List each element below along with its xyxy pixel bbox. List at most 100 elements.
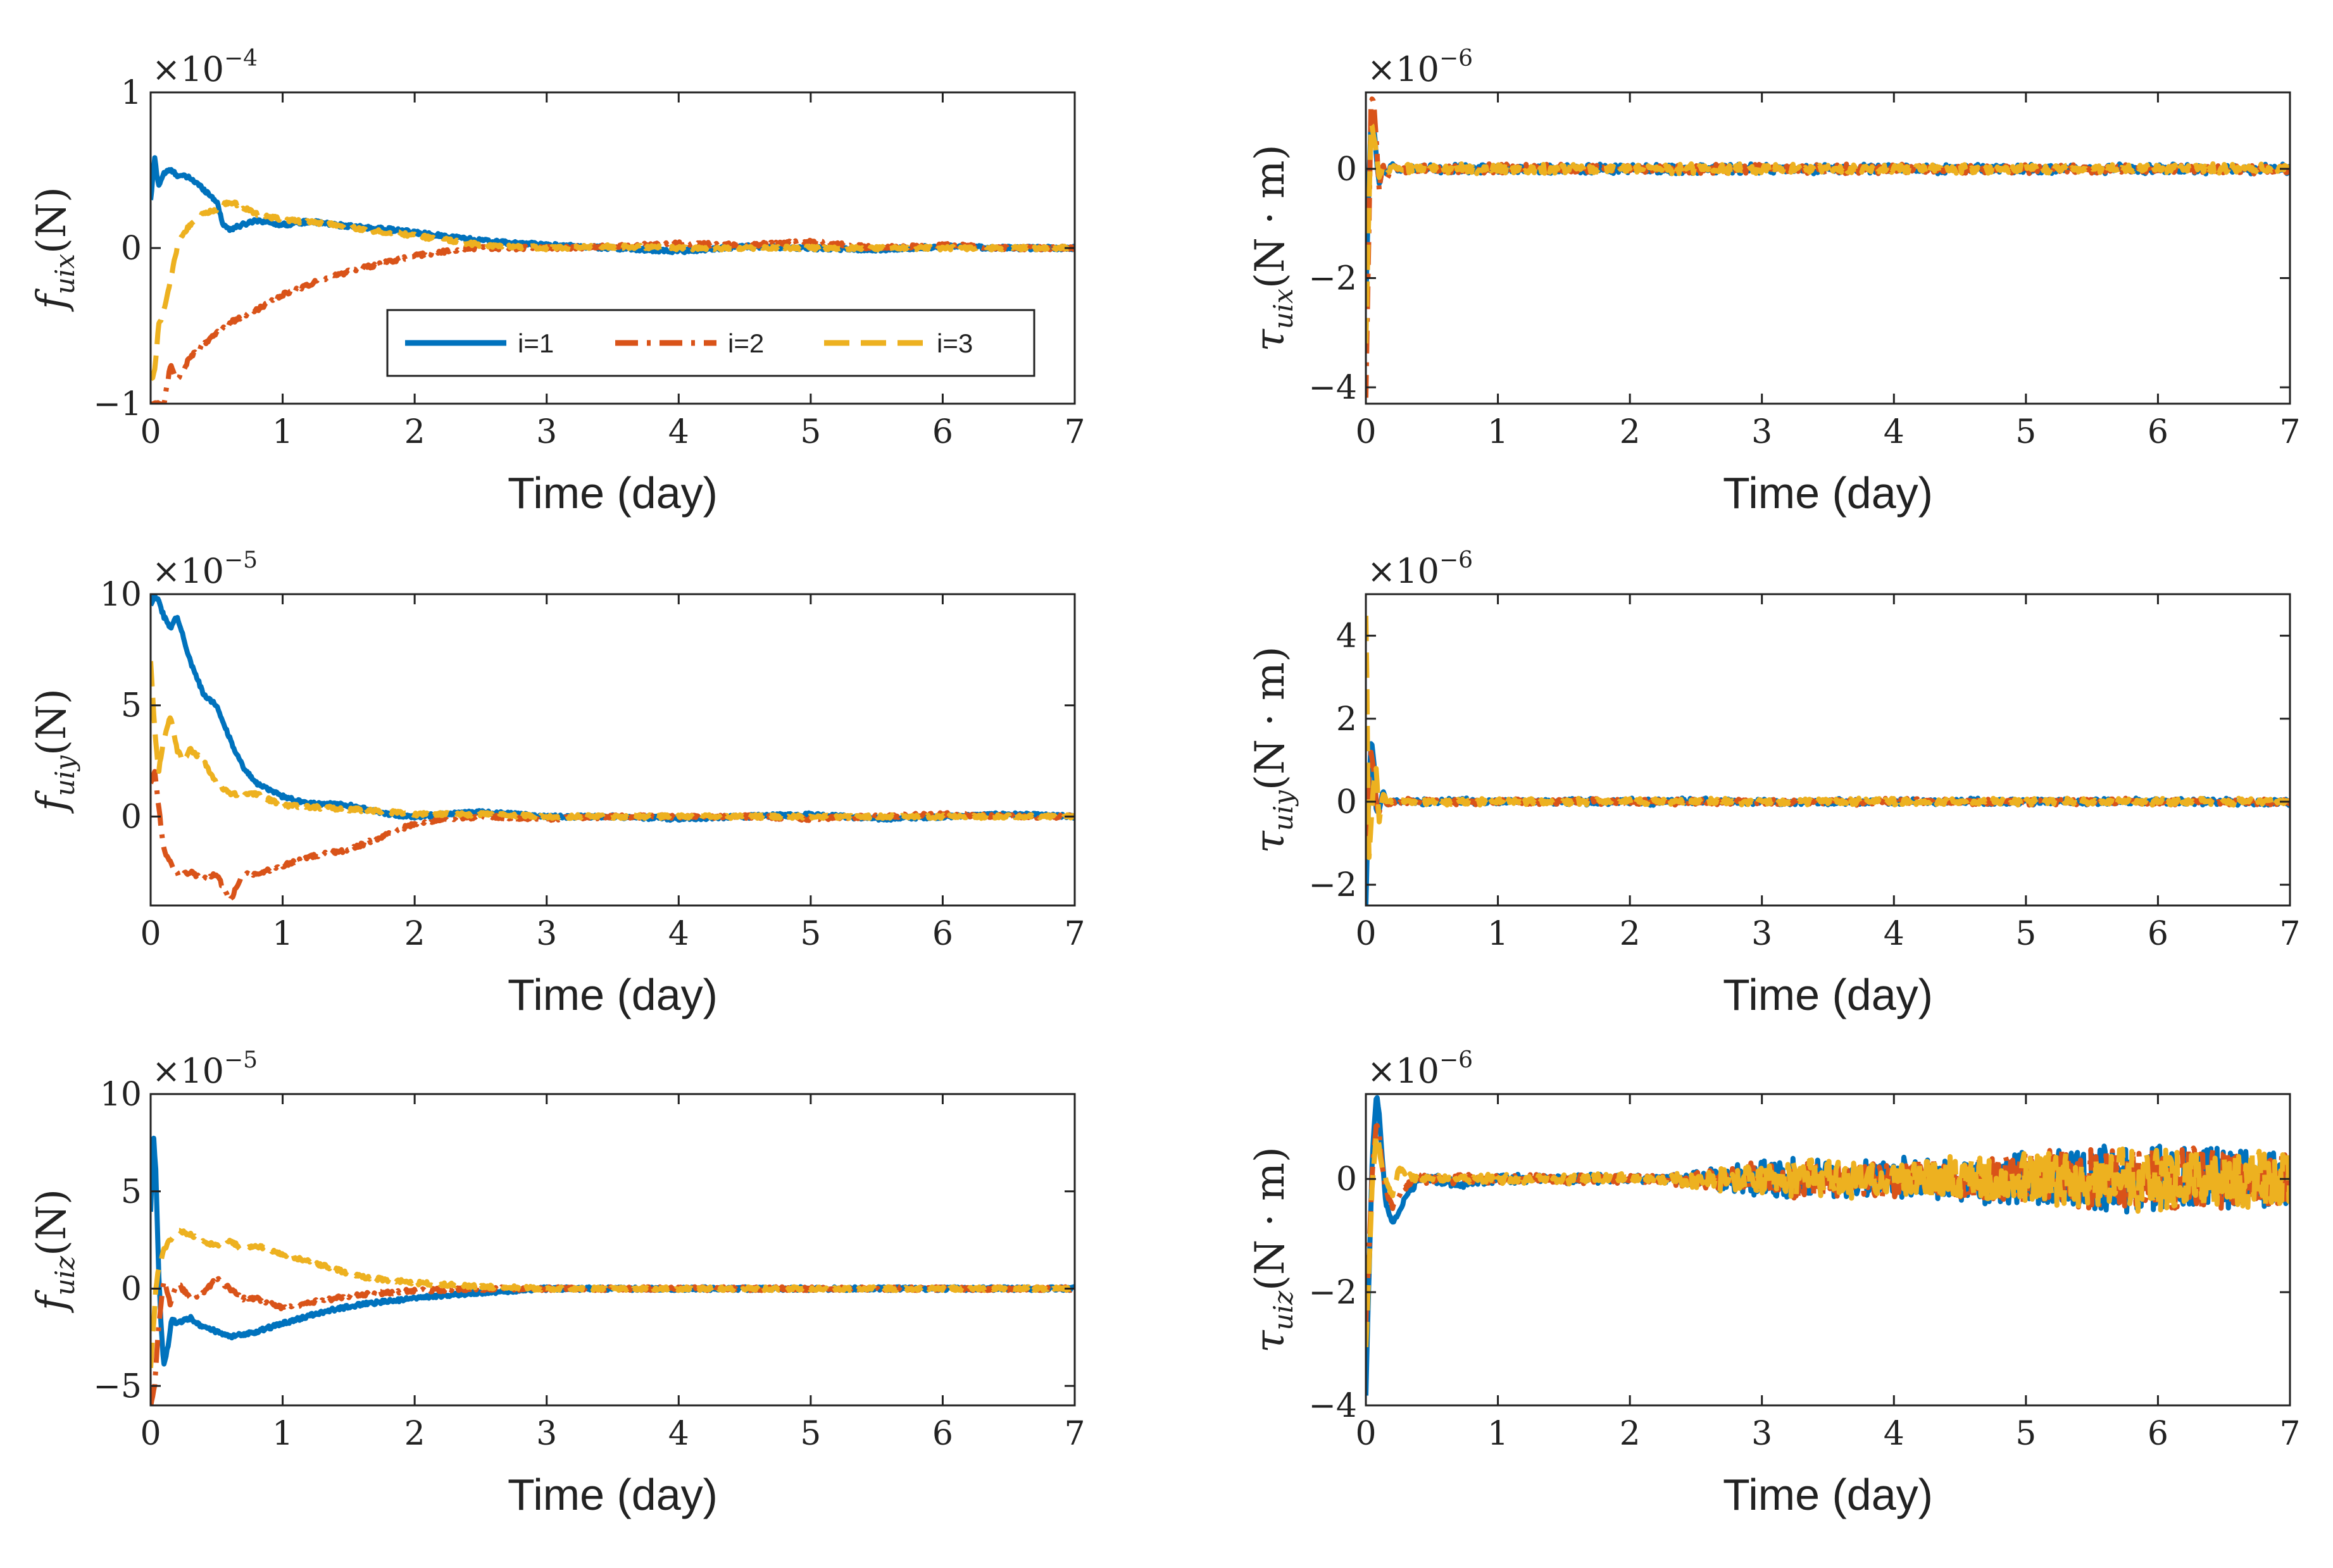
series-line-i=1 [151, 1135, 1075, 1367]
series-line-i=1 [1366, 741, 2290, 905]
series-line-i=2 [1366, 1123, 2290, 1322]
x-tick-label: 0 [1355, 413, 1376, 451]
x-tick-label: 7 [2279, 915, 2300, 953]
x-tick-label: 4 [1884, 1415, 1905, 1453]
series-group [151, 155, 1075, 404]
x-tick-label: 7 [1064, 413, 1085, 451]
x-tick-label: 0 [140, 1415, 161, 1453]
x-tick-label: 4 [668, 1415, 689, 1453]
x-tick-label: 2 [404, 915, 425, 953]
y-axis-label: fuiz(N) [28, 1189, 80, 1313]
x-tick-label: 1 [1487, 915, 1508, 953]
x-tick-label: 2 [404, 1415, 425, 1453]
series-group [151, 1135, 1075, 1405]
y-tick-label: −2 [1308, 259, 1357, 297]
x-tick-label: 5 [800, 413, 821, 451]
series-group [1366, 96, 2290, 398]
x-axis-label: Time (day) [508, 468, 718, 518]
axes-box [1365, 1093, 2291, 1407]
y-axis-label: τuix(N · m) [1247, 144, 1299, 351]
y-tick-label: 0 [1336, 1160, 1357, 1198]
y-tick-label: 0 [1336, 783, 1357, 821]
x-tick-label: 7 [2279, 413, 2300, 451]
x-tick-label: 1 [1487, 413, 1508, 451]
series-line-i=3 [1366, 1133, 2290, 1348]
y-tick-label: 0 [121, 798, 142, 836]
axis-exponent: ×10−6 [1367, 46, 1473, 89]
series-line-i=2 [151, 1275, 1075, 1405]
x-tick-label: 0 [1355, 915, 1376, 953]
x-tick-label: 5 [2015, 1415, 2036, 1453]
x-tick-label: 3 [536, 1415, 557, 1453]
series-line-i=3 [151, 199, 1075, 382]
x-axis-label: Time (day) [508, 970, 718, 1019]
x-tick-label: 6 [932, 413, 953, 451]
x-tick-label: 2 [1620, 1415, 1641, 1453]
panel-fuiy: 0 1 2 3 4 5 6 7 0 5 10 ×10−5 Time (day) fuiy(N) [28, 547, 1085, 1019]
x-tick-label: 6 [2148, 1415, 2168, 1453]
x-tick-label: 1 [272, 915, 293, 953]
y-tick-label: 0 [121, 230, 142, 268]
x-axis-label: Time (day) [1723, 970, 1933, 1019]
y-axis-label: fuix(N) [28, 187, 80, 312]
series-line-i=3 [1366, 616, 2290, 861]
legend-label: i=2 [728, 328, 764, 358]
panel-fuiz: 0 1 2 3 4 5 6 7 −5 0 5 10 ×10−5 Time (day) fuiz(N) [28, 1047, 1085, 1519]
axis-exponent: ×10−6 [1367, 1047, 1473, 1091]
y-tick-label: −4 [1308, 369, 1357, 407]
series-line-i=3 [151, 661, 1075, 821]
axes-box [1365, 593, 2291, 907]
x-tick-label: 3 [536, 413, 557, 451]
series-line-i=1 [151, 594, 1075, 823]
x-tick-label: 5 [800, 1415, 821, 1453]
x-tick-label: 5 [2015, 413, 2036, 451]
x-tick-label: 7 [2279, 1415, 2300, 1453]
y-tick-label: −1 [93, 385, 142, 423]
y-axis-label: fuiy(N) [28, 688, 80, 814]
panel-tuix: 0 1 2 3 4 5 6 7 −4 −2 0 ×10−6 Time (day) τuix(N · m) [1247, 46, 2301, 518]
legend-label: i=3 [937, 328, 973, 358]
series-group [1366, 1095, 2290, 1396]
y-tick-label: 1 [121, 74, 142, 112]
legend-label: i=1 [518, 328, 554, 358]
x-tick-label: 0 [140, 413, 161, 451]
axis-exponent: ×10−4 [152, 46, 258, 89]
axes-box [1365, 91, 2291, 405]
x-tick-label: 0 [1355, 1415, 1376, 1453]
x-tick-label: 5 [800, 915, 821, 953]
series-line-i=1 [1366, 1095, 2290, 1396]
x-tick-label: 2 [1620, 915, 1641, 953]
axes-box [149, 1093, 1076, 1407]
x-axis-label: Time (day) [508, 1470, 718, 1519]
y-axis-label: τuiy(N · m) [1247, 646, 1299, 853]
x-tick-label: 1 [1487, 1415, 1508, 1453]
x-axis-label: Time (day) [1723, 468, 1933, 518]
x-tick-label: 3 [1751, 915, 1772, 953]
x-tick-label: 1 [272, 1415, 293, 1453]
panel-tuiy: 0 1 2 3 4 5 6 7 −2 0 2 4 ×10−6 Time (day) τuiy(N · m) [1247, 547, 2301, 1019]
y-tick-label: 0 [1336, 151, 1357, 189]
legend: i=1 i=2 i=3 [386, 309, 1035, 377]
y-tick-label: 0 [121, 1271, 142, 1309]
x-tick-label: 6 [932, 1415, 953, 1453]
y-tick-label: −4 [1308, 1387, 1357, 1425]
x-tick-label: 6 [2148, 915, 2168, 953]
y-tick-label: 10 [100, 576, 142, 614]
series-line-i=2 [1366, 96, 2290, 398]
series-line-i=3 [1366, 121, 2290, 344]
axis-exponent: ×10−6 [1367, 547, 1473, 591]
y-axis-label: τuiz(N · m) [1247, 1147, 1299, 1353]
x-tick-label: 5 [2015, 915, 2036, 953]
x-axis-label: Time (day) [1723, 1470, 1933, 1519]
y-tick-label: −2 [1308, 1274, 1357, 1312]
x-tick-label: 3 [1751, 1415, 1772, 1453]
x-tick-label: 2 [404, 413, 425, 451]
series-group [151, 594, 1075, 904]
y-tick-label: 10 [100, 1076, 142, 1114]
y-tick-label: 5 [121, 687, 142, 725]
y-tick-label: 4 [1336, 618, 1357, 656]
x-tick-label: 4 [668, 915, 689, 953]
x-tick-label: 4 [668, 413, 689, 451]
